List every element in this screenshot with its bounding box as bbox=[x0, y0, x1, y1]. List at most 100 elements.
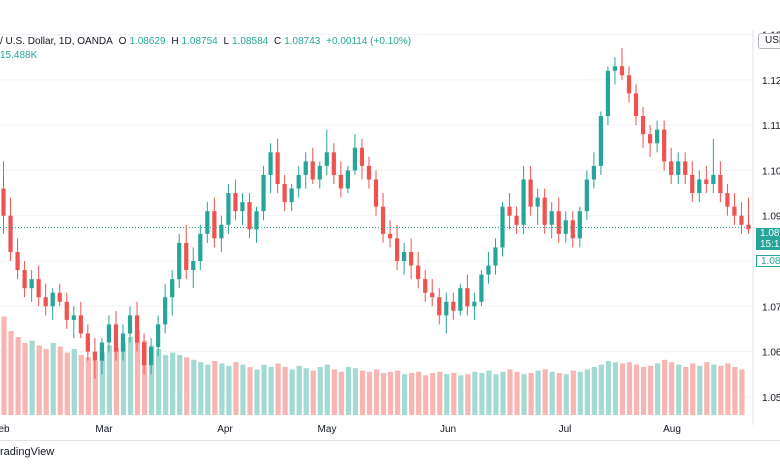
volume-bar bbox=[507, 369, 513, 415]
candle-body bbox=[303, 161, 308, 175]
candle-body bbox=[387, 233, 393, 239]
volume-bar bbox=[676, 364, 682, 415]
candle-body bbox=[50, 292, 55, 307]
volume-bar bbox=[64, 352, 70, 415]
candle-body bbox=[577, 211, 582, 239]
candle-body bbox=[704, 179, 709, 184]
volume-bar bbox=[254, 369, 260, 415]
candle-body bbox=[598, 116, 604, 166]
candle-body bbox=[493, 247, 498, 266]
candle-body bbox=[289, 188, 294, 203]
volume-bar bbox=[366, 371, 373, 415]
footer bbox=[0, 440, 780, 471]
candle-body bbox=[184, 242, 189, 271]
ohlc-legend: / U.S. Dollar, 1D, OANDA O 1.08629 H 1.087… bbox=[0, 36, 414, 47]
candle-body bbox=[486, 265, 491, 275]
volume-bar bbox=[444, 374, 450, 415]
volume-bar bbox=[669, 362, 675, 415]
y-tick-label: 1.06 bbox=[762, 348, 780, 359]
volume-bar bbox=[184, 357, 190, 415]
volume-bar bbox=[373, 369, 380, 415]
x-tick-label: Mar bbox=[95, 424, 113, 435]
candle-body bbox=[690, 174, 695, 194]
volume-bar bbox=[92, 361, 98, 415]
volume-bar bbox=[647, 365, 654, 415]
currency-button[interactable]: USD bbox=[758, 33, 780, 49]
candle-body bbox=[282, 184, 287, 203]
candle-body bbox=[15, 251, 20, 271]
candle-body bbox=[240, 202, 245, 212]
candle-body bbox=[57, 292, 62, 302]
high-value: 1.08754 bbox=[181, 36, 218, 47]
candle-body bbox=[64, 301, 69, 320]
candle-body bbox=[324, 152, 329, 166]
candle-body bbox=[1, 188, 6, 216]
candle-body bbox=[542, 197, 547, 225]
volume-bar bbox=[402, 374, 408, 415]
volume-bar bbox=[387, 371, 394, 415]
low-label: L bbox=[223, 36, 230, 47]
y-tick-label: 1.07 bbox=[762, 302, 780, 313]
candle-body bbox=[212, 211, 217, 239]
volume-bar bbox=[409, 373, 415, 415]
volume-bar bbox=[219, 363, 225, 415]
volume-bar bbox=[437, 371, 443, 415]
volume-bar bbox=[514, 371, 520, 415]
volume-bar bbox=[261, 364, 267, 415]
volume-bar bbox=[50, 343, 56, 415]
volume-bar bbox=[704, 362, 710, 415]
candle-body bbox=[254, 211, 259, 230]
candle-body bbox=[416, 265, 421, 280]
candle-body bbox=[268, 152, 273, 175]
candle-body bbox=[141, 342, 147, 366]
symbol-label[interactable]: / U.S. Dollar, 1D, OANDA bbox=[0, 36, 113, 47]
volume-bar bbox=[739, 369, 745, 415]
low-value: 1.08584 bbox=[232, 36, 269, 47]
volume-bar bbox=[36, 345, 42, 415]
volume-bar bbox=[451, 373, 457, 415]
candle-body bbox=[247, 202, 252, 230]
tradingview-brand[interactable]: radingView bbox=[0, 446, 55, 458]
candle-body bbox=[338, 174, 343, 189]
volume-bar bbox=[78, 355, 84, 415]
candle-body bbox=[584, 179, 589, 212]
volume-bar bbox=[416, 371, 422, 415]
volume-bar bbox=[619, 363, 626, 415]
candle-body bbox=[669, 161, 674, 175]
volume-bar bbox=[697, 365, 703, 415]
x-tick-label: Jun bbox=[440, 424, 456, 435]
candle-body bbox=[472, 301, 477, 307]
candle-body bbox=[156, 324, 161, 348]
chart-svg[interactable]: 1.131.121.111.101.091.081.071.061.05ebMa… bbox=[0, 30, 780, 440]
candle-body bbox=[148, 347, 154, 366]
candle-body bbox=[563, 220, 568, 234]
candle-body bbox=[676, 161, 681, 175]
candle-body bbox=[170, 279, 175, 298]
candle-body bbox=[556, 211, 561, 234]
y-tick-label: 1.10 bbox=[762, 166, 780, 177]
volume-bar bbox=[345, 367, 351, 415]
candle-body bbox=[451, 301, 456, 311]
volume-bar bbox=[163, 355, 169, 415]
candle-body bbox=[732, 206, 737, 216]
volume-bar bbox=[556, 373, 562, 415]
candle-body bbox=[394, 238, 400, 261]
y-tick-label: 1.09 bbox=[762, 212, 780, 223]
volume-bar bbox=[134, 331, 141, 415]
price-chart[interactable]: 1.131.121.111.101.091.081.071.061.05ebMa… bbox=[0, 30, 780, 440]
candle-body bbox=[697, 179, 702, 194]
volume-bar bbox=[500, 371, 506, 415]
volume-bar bbox=[577, 371, 583, 415]
candle-body bbox=[437, 297, 442, 316]
volume-bar bbox=[633, 364, 640, 415]
candle-body bbox=[36, 279, 41, 298]
volume-bar bbox=[549, 371, 555, 415]
volume-bar bbox=[458, 375, 464, 415]
volume-bar bbox=[486, 370, 492, 415]
candle-body bbox=[619, 66, 625, 76]
volume-bar bbox=[170, 352, 176, 415]
volume-bar bbox=[324, 364, 330, 415]
candle-body bbox=[718, 174, 723, 194]
volume-bar bbox=[57, 346, 63, 415]
volume-bar bbox=[380, 373, 387, 415]
